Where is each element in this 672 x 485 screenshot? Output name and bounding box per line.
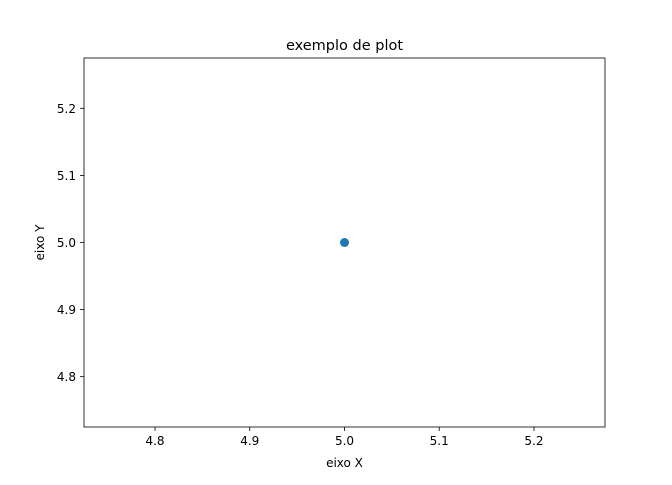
x-tick-label: 4.9 bbox=[240, 434, 259, 448]
x-axis-ticks: 4.8 4.9 5.0 5.1 5.2 bbox=[145, 427, 544, 448]
y-axis-ticks: 4.8 4.9 5.0 5.1 5.2 bbox=[57, 102, 84, 384]
x-tick-label: 5.2 bbox=[524, 434, 543, 448]
y-axis-label: eixo Y bbox=[33, 224, 47, 261]
y-tick-label: 4.8 bbox=[57, 370, 76, 384]
x-tick-label: 4.8 bbox=[145, 434, 164, 448]
y-tick-label: 5.0 bbox=[57, 236, 76, 250]
x-axis-label: eixo X bbox=[326, 456, 363, 470]
data-points bbox=[340, 238, 349, 247]
y-tick-label: 5.1 bbox=[57, 169, 76, 183]
x-tick-label: 5.1 bbox=[430, 434, 449, 448]
data-point bbox=[340, 238, 349, 247]
y-tick-label: 4.9 bbox=[57, 303, 76, 317]
chart-title: exemplo de plot bbox=[286, 38, 403, 54]
plot-frame bbox=[83, 57, 606, 428]
y-tick-label: 5.2 bbox=[57, 102, 76, 116]
x-tick-label: 5.0 bbox=[335, 434, 354, 448]
